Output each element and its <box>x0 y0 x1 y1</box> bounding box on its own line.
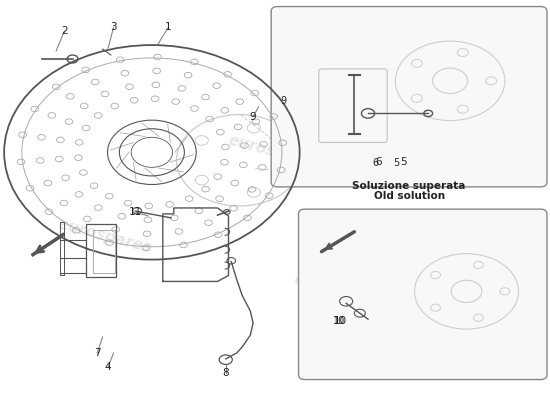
Text: 6: 6 <box>376 157 382 167</box>
Text: 11: 11 <box>129 207 142 217</box>
Text: eurospares: eurospares <box>227 133 323 172</box>
Text: 9: 9 <box>280 96 286 106</box>
FancyBboxPatch shape <box>299 209 547 380</box>
Text: eurospares: eurospares <box>292 272 389 311</box>
Text: 4: 4 <box>105 362 112 372</box>
Text: 7: 7 <box>94 348 101 358</box>
Text: Old solution: Old solution <box>373 191 444 201</box>
Text: 10: 10 <box>334 316 347 326</box>
Text: 5: 5 <box>393 158 400 168</box>
Text: 6: 6 <box>372 158 378 168</box>
Text: 8: 8 <box>222 368 229 378</box>
Bar <box>86 224 116 278</box>
FancyBboxPatch shape <box>271 6 547 187</box>
Text: 9: 9 <box>250 112 256 122</box>
Text: Soluzione superata: Soluzione superata <box>353 181 466 191</box>
Text: 2: 2 <box>61 26 68 36</box>
Text: 3: 3 <box>110 22 117 32</box>
Text: eurospares: eurospares <box>57 216 154 256</box>
Bar <box>94 230 115 274</box>
Text: 5: 5 <box>400 157 407 167</box>
Text: 10: 10 <box>333 316 345 326</box>
Text: 1: 1 <box>165 22 172 32</box>
